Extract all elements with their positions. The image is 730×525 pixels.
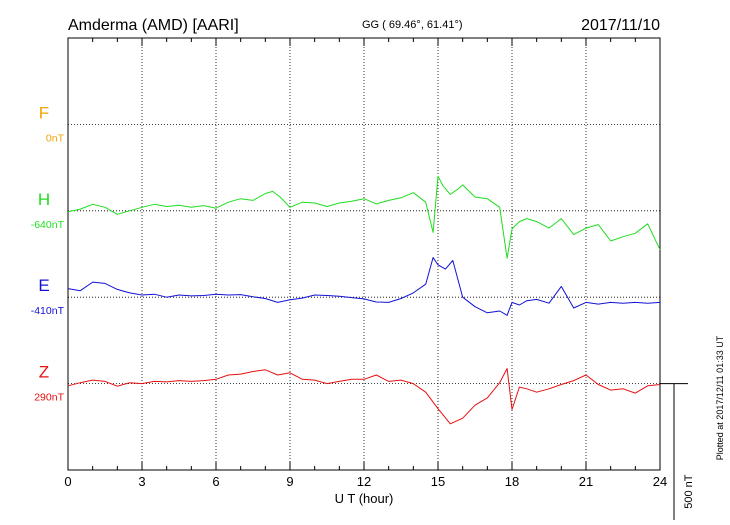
series-line-E — [67, 257, 661, 316]
scale-bar-label: 500 nT — [683, 474, 695, 509]
series-line-Z — [67, 368, 661, 425]
station-title: Amderma (AMD) [AARI] — [68, 17, 239, 34]
series-line-H — [67, 175, 661, 259]
series-name-F: F — [39, 103, 49, 122]
x-axis-label: U T (hour) — [335, 491, 394, 506]
x-tick-label-18: 18 — [505, 474, 519, 489]
x-tick-label-3: 3 — [138, 474, 145, 489]
x-tick-label-15: 15 — [431, 474, 445, 489]
x-tick-label-9: 9 — [286, 474, 293, 489]
x-tick-label-21: 21 — [579, 474, 593, 489]
series-name-E: E — [38, 276, 49, 295]
series-baseline-Z: 290nT — [34, 392, 64, 404]
x-tick-label-6: 6 — [212, 474, 219, 489]
date-label: 2017/11/10 — [581, 17, 660, 34]
series-name-H: H — [38, 190, 50, 209]
x-tick-label-24: 24 — [653, 474, 667, 489]
x-tick-label-0: 0 — [64, 474, 71, 489]
series-name-Z: Z — [39, 363, 49, 382]
coordinates-label: GG ( 69.46°, 61.41°) — [362, 19, 463, 31]
series-baseline-F: 0nT — [46, 132, 65, 144]
x-tick-label-12: 12 — [357, 474, 371, 489]
plotted-at-note: Plotted at 2017/12/11 01:33 UT — [715, 335, 725, 460]
series-baseline-E: -410nT — [31, 305, 65, 317]
series-baseline-H: -640nT — [31, 219, 65, 231]
